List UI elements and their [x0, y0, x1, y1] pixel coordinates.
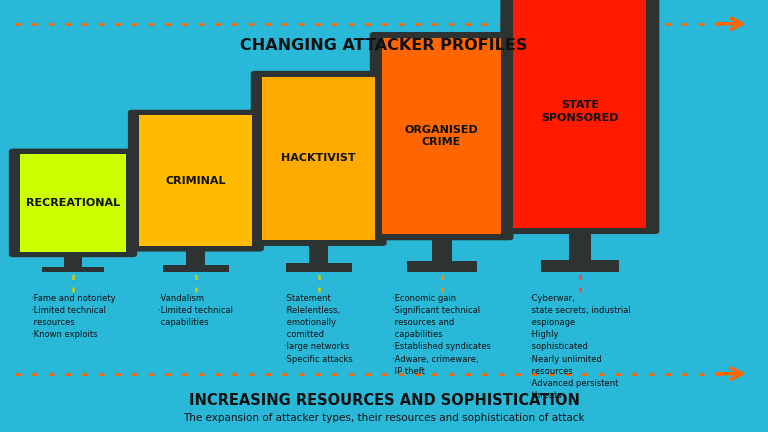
Text: ORGANISED
CRIME: ORGANISED CRIME: [405, 125, 478, 147]
FancyBboxPatch shape: [250, 71, 386, 246]
Text: STATE
SPONSORED: STATE SPONSORED: [541, 100, 618, 123]
Text: CHANGING ATTACKER PROFILES: CHANGING ATTACKER PROFILES: [240, 38, 528, 53]
FancyBboxPatch shape: [127, 110, 264, 251]
Text: ·Statement
·Relelentless,
 emotionally
 comitted
·large networks
·Specific attac: ·Statement ·Relelentless, emotionally co…: [284, 294, 353, 363]
FancyBboxPatch shape: [369, 32, 513, 240]
FancyBboxPatch shape: [501, 0, 659, 234]
FancyBboxPatch shape: [20, 154, 126, 252]
FancyBboxPatch shape: [42, 267, 104, 272]
FancyBboxPatch shape: [286, 263, 352, 272]
FancyBboxPatch shape: [163, 265, 229, 272]
Text: The expansion of attacker types, their resources and sophistication of attack: The expansion of attacker types, their r…: [184, 413, 584, 423]
Text: HACKTIVIST: HACKTIVIST: [281, 153, 356, 163]
FancyBboxPatch shape: [310, 243, 328, 263]
FancyBboxPatch shape: [513, 0, 647, 228]
FancyBboxPatch shape: [541, 260, 619, 272]
FancyBboxPatch shape: [187, 249, 205, 265]
FancyBboxPatch shape: [9, 149, 137, 257]
Text: CRIMINAL: CRIMINAL: [166, 176, 226, 186]
FancyBboxPatch shape: [568, 232, 591, 260]
Text: RECREATIONAL: RECREATIONAL: [26, 198, 120, 208]
Text: INCREASING RESOURCES AND SOPHISTICATION: INCREASING RESOURCES AND SOPHISTICATION: [189, 394, 579, 408]
FancyBboxPatch shape: [406, 261, 476, 272]
FancyBboxPatch shape: [263, 76, 375, 240]
Text: ·Fame and notoriety
·Limited technical
 resources
·Known exploits: ·Fame and notoriety ·Limited technical r…: [31, 294, 115, 339]
FancyBboxPatch shape: [382, 38, 502, 235]
Text: ·Cyberwar,
 state secrets, industrial
 espionage
·Highly
 sophisticated
·Nearly : ·Cyberwar, state secrets, industrial esp…: [529, 294, 631, 400]
FancyBboxPatch shape: [64, 254, 82, 267]
Text: ·Economic gain
·Significant technical
 resources and
 capabilities
·Established : ·Economic gain ·Significant technical re…: [392, 294, 491, 376]
FancyBboxPatch shape: [432, 238, 452, 261]
Text: ·Vandalism
·Limited technical
 capabilities: ·Vandalism ·Limited technical capabiliti…: [158, 294, 233, 327]
FancyBboxPatch shape: [140, 115, 252, 246]
